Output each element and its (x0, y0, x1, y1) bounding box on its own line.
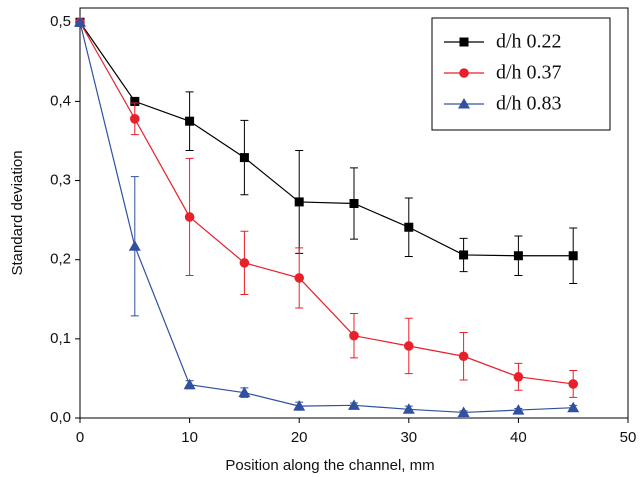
point (513, 251, 523, 261)
series (75, 17, 578, 284)
legend-label: d/h 0.83 (496, 93, 562, 115)
point (183, 378, 196, 390)
legend-marker (458, 98, 470, 109)
x-axis-title: Position along the channel, mm (225, 457, 434, 474)
legend-label: d/h 0.22 (496, 31, 562, 53)
y-tick-label: 0,3 (50, 172, 71, 189)
point (457, 406, 470, 417)
point (238, 386, 251, 398)
legend: d/h 0.22 d/h 0.37 d/h 0.83 (431, 17, 611, 131)
legend-label: d/h 0.37 (496, 62, 562, 84)
point (185, 116, 195, 126)
point (184, 212, 195, 222)
series (74, 16, 580, 417)
point (404, 341, 414, 351)
y-tick-label: 0,4 (50, 92, 71, 109)
point (239, 258, 250, 268)
series-line (79, 22, 574, 414)
x-tick-label: 40 (510, 429, 527, 446)
y-axis-title: Standard deviation (9, 150, 26, 275)
point (349, 330, 359, 341)
y-tick-label: 0,1 (50, 330, 71, 347)
legend-marker (459, 37, 469, 47)
point (513, 372, 524, 382)
point (349, 199, 359, 209)
point (404, 222, 414, 232)
point (130, 96, 140, 106)
plot-frame (79, 7, 629, 419)
point (459, 250, 469, 260)
point (293, 400, 306, 411)
x-tick-label: 30 (400, 429, 417, 446)
point (567, 401, 580, 413)
point (458, 351, 469, 362)
series-line (79, 21, 574, 385)
point (130, 114, 140, 124)
legend-marker (459, 68, 469, 78)
point (512, 404, 525, 415)
point (239, 153, 249, 163)
point (348, 399, 360, 410)
point (294, 273, 305, 283)
x-tick-label: 0 (76, 429, 84, 446)
point (568, 251, 578, 261)
point (294, 197, 304, 207)
x-tick-label: 10 (181, 429, 198, 446)
x-tick-label: 20 (291, 429, 308, 446)
point (568, 379, 578, 389)
x-tick-label: 50 (620, 429, 637, 446)
point (128, 240, 141, 251)
point (402, 403, 415, 414)
y-tick-label: 0,5 (50, 13, 71, 30)
y-tick-label: 0,0 (50, 409, 71, 426)
y-tick-label: 0,2 (50, 251, 71, 268)
point (74, 16, 86, 27)
series-line (79, 21, 574, 257)
